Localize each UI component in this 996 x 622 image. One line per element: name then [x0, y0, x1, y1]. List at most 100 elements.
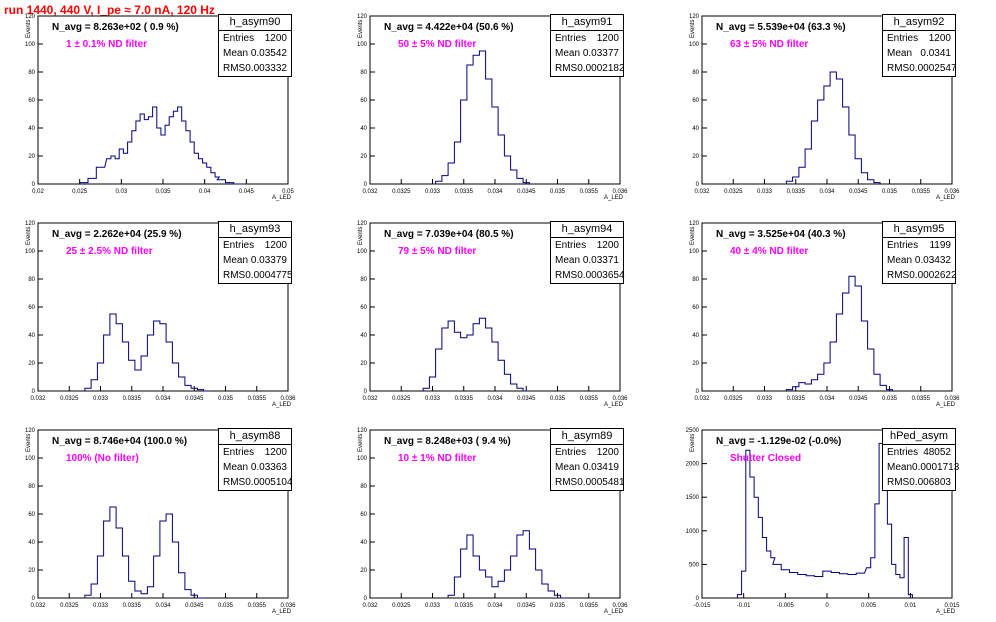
- stats-key: RMS: [887, 477, 910, 488]
- y-tick-label: 80: [28, 70, 35, 76]
- y-tick-label: 0: [32, 389, 36, 395]
- stats-row-entries: Entries 1200: [551, 238, 623, 253]
- filter-note: 25 ± 2.5% ND filter: [66, 246, 153, 257]
- y-tick-label: 100: [25, 249, 36, 255]
- filter-note: 10 ± 1% ND filter: [398, 453, 477, 464]
- y-tick-label: 80: [360, 484, 367, 490]
- x-tick-label: 0.033: [757, 396, 773, 402]
- histogram-line: [435, 50, 530, 184]
- stats-row-entries: Entries 1199: [883, 238, 955, 253]
- stats-key: RMS: [555, 270, 578, 281]
- x-tick-label: 0.033: [425, 603, 441, 609]
- y-axis-label: Events: [358, 433, 364, 452]
- histogram-name: h_asym92: [883, 15, 955, 31]
- stats-value: 0.03432: [914, 255, 951, 266]
- stats-key: RMS: [555, 477, 578, 488]
- x-tick-label: 0.0345: [849, 396, 868, 402]
- stats-key: Mean: [555, 48, 581, 59]
- y-axis-label: Events: [690, 226, 696, 245]
- histogram-line: [447, 530, 567, 599]
- stats-box: h_asym95 Entries 1199 Mean 0.03432 RMS 0.00026…: [882, 221, 957, 284]
- y-tick-label: 20: [28, 361, 35, 367]
- stats-box: h_asym91 Entries 1200 Mean 0.03377 RMS 0.00021…: [550, 14, 625, 77]
- x-tick-label: 0.032: [362, 603, 378, 609]
- stats-key: Mean: [555, 255, 581, 266]
- x-tick-label: 0.032: [694, 396, 710, 402]
- x-tick-label: 0.0355: [580, 189, 599, 195]
- y-tick-label: 0: [364, 389, 368, 395]
- stats-key: RMS: [887, 270, 910, 281]
- x-tick-label: 0.032: [30, 603, 46, 609]
- stats-value: 0.0001713: [912, 462, 960, 473]
- navg-label: N_avg = 3.525e+04 (40.3 %): [716, 229, 846, 240]
- filter-note: 50 ± 5% ND filter: [398, 39, 477, 50]
- navg-label: N_avg = 7.039e+04 (80.5 %): [384, 229, 514, 240]
- stats-row-rms: RMS 0.0005104: [219, 475, 293, 490]
- x-tick-label: 0.033: [425, 396, 441, 402]
- y-tick-label: 0: [696, 596, 700, 602]
- x-axis-label: A_LED: [272, 195, 292, 201]
- y-axis-label: Events: [26, 226, 32, 245]
- y-tick-label: 100: [357, 249, 368, 255]
- stats-value: 1200: [596, 447, 619, 458]
- stats-value: 1200: [264, 240, 287, 251]
- y-tick-label: 40: [360, 126, 367, 132]
- x-tick-label: 0.032: [30, 396, 46, 402]
- x-tick-label: 0.034: [819, 189, 835, 195]
- stats-value: 0.0341: [920, 48, 951, 59]
- stats-row-entries: Entries 1200: [219, 445, 291, 460]
- x-tick-label: 0.0325: [724, 189, 743, 195]
- histogram-line: [84, 313, 210, 392]
- y-tick-label: 0: [696, 389, 700, 395]
- y-tick-label: 120: [25, 14, 36, 20]
- y-tick-label: 40: [360, 540, 367, 546]
- stats-value: 0.0002622: [909, 270, 957, 281]
- x-tick-label: 0.036: [944, 396, 960, 402]
- stats-value: 0.03371: [582, 255, 619, 266]
- x-tick-label: -0.005: [777, 603, 795, 609]
- x-tick-label: 0.032: [362, 396, 378, 402]
- stats-box: h_asym88 Entries 1200 Mean 0.03363 RMS 0.00051…: [218, 428, 293, 491]
- y-tick-label: 100: [689, 249, 700, 255]
- stats-value: 1200: [596, 33, 619, 44]
- histogram-panel: -0.015 -0.01 -0.005 0 0.005 0.01 0.015 0 500 1000…: [664, 414, 996, 621]
- y-tick-label: 20: [360, 154, 367, 160]
- y-tick-label: 2500: [686, 428, 700, 434]
- stats-row-mean: Mean 0.0001713: [883, 460, 959, 475]
- histogram-panel: 0.032 0.0325 0.033 0.0335 0.034 0.0345 0.035 0.…: [332, 0, 664, 207]
- x-axis-label: A_LED: [604, 609, 624, 615]
- y-tick-label: 80: [692, 277, 699, 283]
- histogram-plot: -0.015 -0.01 -0.005 0 0.005 0.01 0.015 0 500 1000…: [686, 428, 961, 609]
- y-tick-label: 20: [360, 361, 367, 367]
- stats-row-entries: Entries 48052: [883, 445, 955, 460]
- navg-label: N_avg = 8.248e+03 ( 9.4 %): [384, 436, 511, 447]
- histogram-plot: 0.032 0.0325 0.033 0.0335 0.034 0.0345 0.035 0.…: [689, 221, 960, 402]
- y-tick-label: 40: [28, 540, 35, 546]
- x-tick-label: 0.033: [93, 603, 109, 609]
- histogram-name: h_asym95: [883, 222, 955, 238]
- histogram-line: [736, 442, 913, 598]
- stats-key: Entries: [887, 240, 919, 251]
- stats-row-entries: Entries 1200: [219, 31, 291, 46]
- x-tick-label: 0.02: [32, 189, 44, 195]
- x-tick-label: 0.035: [550, 189, 566, 195]
- histogram-plot: 0.032 0.0325 0.033 0.0335 0.034 0.0345 0.035 0.…: [25, 428, 296, 609]
- y-tick-label: 120: [689, 14, 700, 20]
- x-tick-label: 0.0325: [392, 189, 411, 195]
- stats-value: 0.0002182: [577, 63, 625, 74]
- x-tick-label: -0.015: [693, 603, 711, 609]
- stats-key: Entries: [555, 447, 587, 458]
- stats-value: 0.0005481: [577, 477, 625, 488]
- y-tick-label: 120: [357, 428, 368, 434]
- histogram-plot: 0.02 0.025 0.03 0.035 0.04 0.045 0.05 0 20 40 60 80…: [25, 14, 295, 195]
- histogram-name: h_asym94: [551, 222, 623, 238]
- x-tick-label: 0.0355: [580, 396, 599, 402]
- stats-value: 1200: [928, 33, 951, 44]
- y-axis-label: Events: [690, 19, 696, 38]
- stats-value: 0.0005104: [245, 477, 293, 488]
- stats-value: 0.03419: [582, 462, 619, 473]
- navg-label: N_avg = 8.746e+04 (100.0 %): [52, 436, 188, 447]
- x-axis-label: A_LED: [936, 609, 956, 615]
- x-tick-label: 0.0355: [580, 603, 599, 609]
- stats-row-rms: RMS 0.0002622: [883, 268, 957, 283]
